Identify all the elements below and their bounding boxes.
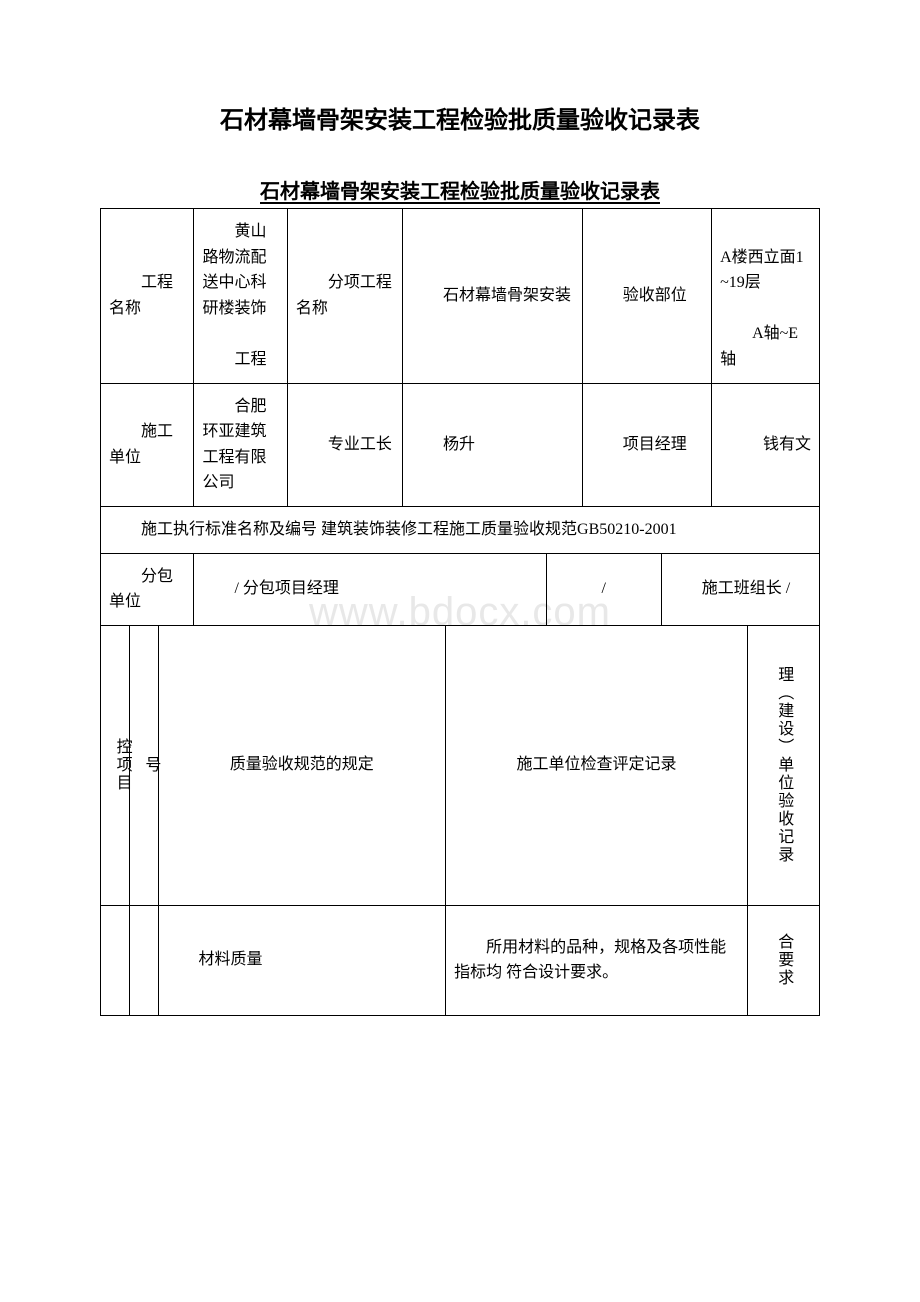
cell-material-quality-label: 材料质量 (158, 905, 446, 1015)
header-inspection-record: 施工单位检查评定记录 (446, 625, 748, 905)
label-subitem-name: 分项工程名称 (287, 209, 402, 384)
value-construction-unit: 合肥环亚建筑工程有限公司 (194, 383, 287, 506)
table-row-standard: 施工执行标准名称及编号 建筑装饰装修工程施工质量验收规范GB50210-2001 (101, 506, 820, 553)
value-professional-foreman: 杨升 (402, 383, 582, 506)
cell-material-quality-record: 所用材料的品种，规格及各项性能指标均 符合设计要求。 (446, 905, 748, 1015)
header-supervision-record: 理（建设）单位验收记录 (748, 625, 820, 905)
value-subcontract-pm: / (546, 553, 661, 625)
sub-title: 石材幕墙骨架安装工程检验批质量验收记录表 (100, 175, 820, 204)
label-inspection-location: 验收部位 (582, 209, 711, 384)
inspection-record-table: 工程名称 黄山路物流配送中心科研楼装饰 工程 分项工程名称 石材幕墙骨架安装 验… (100, 208, 820, 1016)
label-project-manager: 项目经理 (582, 383, 711, 506)
document-content: 石材幕墙骨架安装工程检验批质量验收记录表 石材幕墙骨架安装工程检验批质量验收记录… (100, 100, 820, 1016)
main-title: 石材幕墙骨架安装工程检验批质量验收记录表 (100, 100, 820, 135)
label-subcontract-unit: 分包单位 (101, 553, 194, 625)
label-team-leader: 施工班组长 / (661, 553, 819, 625)
table-row-material-quality: 材料质量 所用材料的品种，规格及各项性能指标均 符合设计要求。 合要求 (101, 905, 820, 1015)
standard-content: 施工执行标准名称及编号 建筑装饰装修工程施工质量验收规范GB50210-2001 (101, 506, 820, 553)
table-row-construction-unit: 施工单位 合肥环亚建筑工程有限公司 专业工长 杨升 项目经理 钱有文 (101, 383, 820, 506)
label-construction-unit: 施工单位 (101, 383, 194, 506)
header-quality-spec: 质量验收规范的规定 (158, 625, 446, 905)
value-subitem-name: 石材幕墙骨架安装 (402, 209, 582, 384)
cell-number-1 (129, 905, 158, 1015)
value-subcontract-unit: / 分包项目经理 (194, 553, 546, 625)
header-control-item: 控项目 (101, 625, 130, 905)
table-row-subcontract: 分包单位 / 分包项目经理 / 施工班组长 / (101, 553, 820, 625)
table-header-row: 控项目 号 质量验收规范的规定 施工单位检查评定记录 理（建设）单位验收记录 (101, 625, 820, 905)
cell-material-quality-result: 合要求 (748, 905, 820, 1015)
value-project-manager: 钱有文 (712, 383, 820, 506)
value-project-name: 黄山路物流配送中心科研楼装饰 工程 (194, 209, 287, 384)
label-project-name: 工程名称 (101, 209, 194, 384)
cell-control-item-1 (101, 905, 130, 1015)
label-professional-foreman: 专业工长 (287, 383, 402, 506)
value-inspection-location: A楼西立面1~19层 A轴~E轴 (712, 209, 820, 384)
table-row-project: 工程名称 黄山路物流配送中心科研楼装饰 工程 分项工程名称 石材幕墙骨架安装 验… (101, 209, 820, 384)
